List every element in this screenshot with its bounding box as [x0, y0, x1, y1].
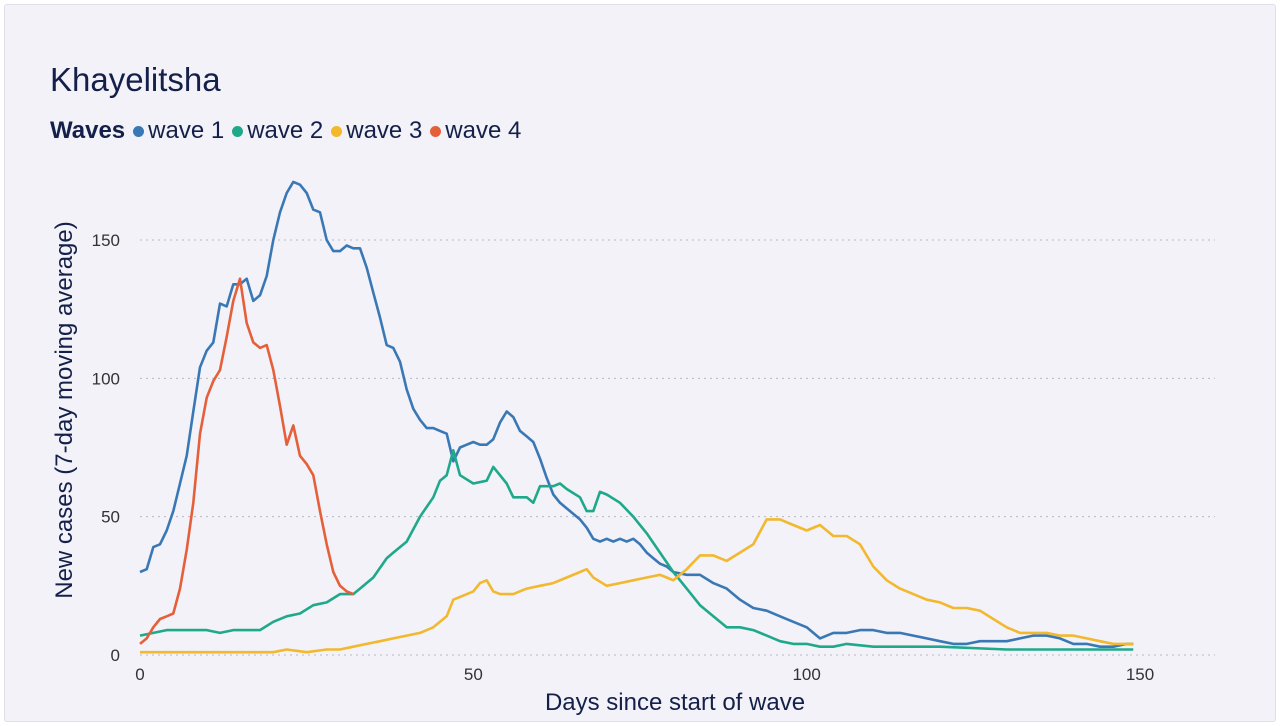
y-tick-label: 0 — [111, 646, 120, 665]
series-line-wave-3 — [140, 518, 1134, 654]
x-axis-label: Days since start of wave — [545, 689, 805, 716]
y-tick-label: 150 — [92, 231, 120, 250]
legend: Waves wave 1 wave 2 wave 3 wave 4 — [50, 117, 529, 145]
legend-dot-icon — [133, 125, 145, 137]
x-tick-label: 0 — [135, 665, 144, 684]
legend-label: wave 2 — [247, 117, 324, 144]
legend-item[interactable]: wave 4 — [430, 117, 521, 145]
series-line-wave-1 — [139, 180, 1134, 649]
legend-item[interactable]: wave 3 — [331, 117, 422, 145]
legend-title: Waves — [50, 117, 126, 144]
legend-item[interactable]: wave 1 — [133, 117, 224, 145]
legend-label: wave 3 — [346, 117, 423, 144]
x-tick-label: 50 — [464, 665, 483, 684]
legend-dot-icon — [430, 125, 442, 137]
legend-label: wave 4 — [445, 117, 522, 144]
x-tick-label: 100 — [792, 665, 820, 684]
series-line-wave-4 — [139, 277, 354, 645]
series-line-wave-2 — [139, 448, 1134, 651]
legend-dot-icon — [232, 125, 244, 137]
y-tick-label: 100 — [92, 369, 120, 388]
chart-card: Khayelitsha Waves wave 1 wave 2 wave 3 wave… — [4, 4, 1276, 722]
y-tick-label: 50 — [101, 508, 120, 527]
chart-title: Khayelitsha — [50, 61, 221, 98]
legend-item[interactable]: wave 2 — [232, 117, 323, 145]
legend-dot-icon — [331, 125, 343, 137]
legend-label: wave 1 — [148, 117, 225, 144]
x-tick-label: 150 — [1126, 665, 1154, 684]
y-axis-label: New cases (7-day moving average) — [51, 221, 78, 599]
